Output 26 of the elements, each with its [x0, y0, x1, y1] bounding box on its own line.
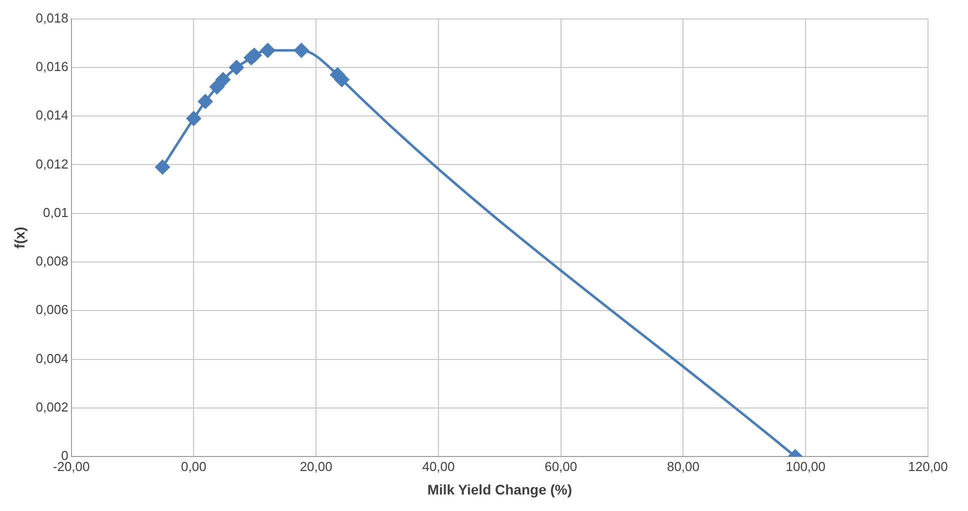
- x-tick-label: 0,00: [181, 458, 206, 474]
- y-tick-label: 0,016: [36, 59, 68, 74]
- point: [198, 94, 213, 109]
- x-tick-label: 20,00: [300, 458, 332, 474]
- y-tick-label: 0,004: [36, 350, 68, 366]
- x-tick-label: 60,00: [544, 458, 578, 474]
- y-tick-label: 0,002: [36, 400, 68, 415]
- point: [186, 111, 201, 126]
- y-tick-label: 0,018: [36, 10, 68, 26]
- x-tick-label: 80,00: [666, 458, 700, 474]
- point: [210, 80, 224, 94]
- y-tick-label: 0,006: [36, 302, 68, 318]
- y-tick-label: 0,014: [36, 108, 68, 123]
- x-tick-label: 100,00: [786, 458, 826, 474]
- point: [229, 60, 244, 75]
- point: [260, 43, 276, 58]
- point: [294, 43, 309, 58]
- y-axis-title: f(x): [11, 226, 28, 249]
- y-tick-label: 0,008: [36, 254, 68, 269]
- x-tick-label: 120,00: [908, 458, 948, 474]
- x-axis-title: Milk Yield Change (%): [427, 481, 572, 498]
- y-tick-label: 0,012: [36, 156, 68, 172]
- point: [216, 72, 230, 87]
- point: [155, 160, 170, 174]
- y-tick-label: 0,01: [43, 204, 68, 220]
- x-tick-label: 40,00: [422, 458, 455, 474]
